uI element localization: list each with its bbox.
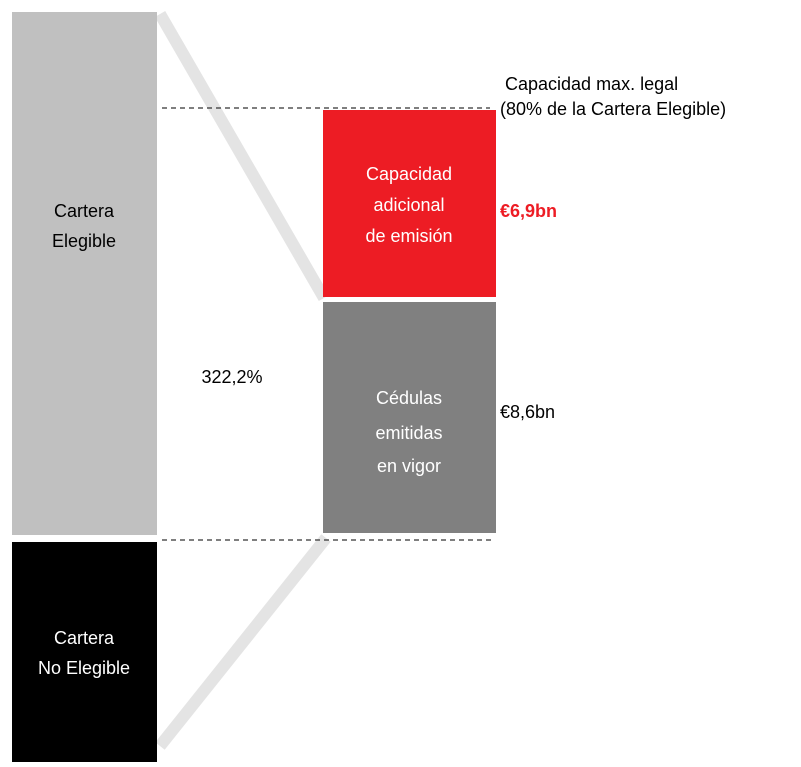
block-label: Cédulas xyxy=(376,388,442,408)
block-label: en vigor xyxy=(377,456,441,476)
issued-bonds-block xyxy=(323,302,496,533)
block-label: No Elegible xyxy=(38,658,130,678)
legal-limit-label: (80% de la Cartera Elegible) xyxy=(500,99,726,119)
additional-capacity-block xyxy=(323,110,496,297)
amount: €6,9bn xyxy=(500,201,557,221)
connector xyxy=(155,534,331,750)
non-eligible-block xyxy=(12,542,157,762)
block-label: emitidas xyxy=(375,423,442,443)
connector xyxy=(154,10,330,302)
ratio: 322,2% xyxy=(201,367,262,387)
legal-limit-label: Capacidad max. legal xyxy=(505,74,678,94)
eligible-block xyxy=(12,12,157,535)
block-label: de emisión xyxy=(365,226,452,246)
amount: €8,6bn xyxy=(500,402,555,422)
block-label: Elegible xyxy=(52,231,116,251)
block-label: Cartera xyxy=(54,201,115,221)
block-label: Cartera xyxy=(54,628,115,648)
block-label: adicional xyxy=(373,195,444,215)
block-label: Capacidad xyxy=(366,164,452,184)
